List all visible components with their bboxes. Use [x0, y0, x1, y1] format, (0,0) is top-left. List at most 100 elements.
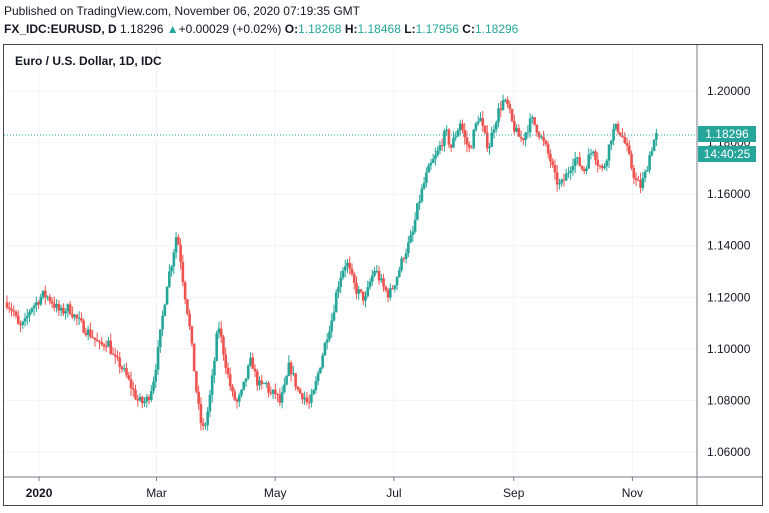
candle-body	[542, 136, 545, 141]
candle-body	[456, 130, 460, 137]
candle-body	[366, 287, 370, 297]
candle-body	[648, 155, 651, 171]
candle-body	[357, 289, 361, 294]
candle-body	[301, 393, 304, 400]
candle-body	[7, 307, 11, 309]
candle-body	[314, 381, 318, 391]
candle-body	[140, 396, 144, 404]
candle-body	[350, 268, 354, 275]
candle-body	[138, 396, 142, 401]
candle-body	[104, 346, 108, 348]
candle-body	[377, 270, 381, 281]
candle-body	[5, 302, 9, 308]
candle-body	[594, 151, 597, 160]
candle-body	[170, 266, 173, 272]
candle-body	[600, 165, 604, 169]
candle-body	[596, 159, 600, 166]
candle-body	[285, 375, 288, 385]
candle-body	[109, 340, 113, 354]
candle-body	[382, 278, 385, 287]
candle-body	[186, 299, 189, 314]
candle-body	[616, 123, 620, 133]
y-tick-label: 1.12000	[707, 290, 751, 304]
candle-body	[560, 179, 563, 184]
candle-body	[639, 180, 642, 188]
change-value: +0.00029 (+0.02%)	[178, 22, 282, 36]
candle-body	[276, 393, 279, 395]
candle-body	[48, 296, 52, 302]
candle-body	[637, 179, 640, 181]
candle-body	[537, 132, 541, 138]
candle-body	[567, 172, 570, 174]
candle-body	[447, 129, 451, 145]
candle-body	[213, 360, 216, 376]
candle-body	[260, 380, 264, 384]
candle-body	[190, 326, 194, 344]
candle-body	[492, 129, 496, 133]
candle-body	[89, 329, 92, 337]
candle-body	[434, 155, 437, 160]
candle-body	[400, 258, 403, 271]
candle-body	[328, 331, 331, 340]
candle-body	[386, 290, 390, 298]
candle-body	[603, 166, 606, 169]
y-tick-label: 1.06000	[707, 445, 751, 459]
candle-body	[283, 384, 286, 393]
candle-body	[422, 182, 426, 189]
candle-body	[413, 219, 417, 232]
candle-body	[86, 329, 90, 336]
candle-body	[46, 296, 49, 298]
candle-body	[343, 266, 347, 271]
candle-body	[242, 381, 246, 390]
candle-body	[118, 357, 122, 367]
candle-body	[497, 108, 500, 123]
change-arrow-icon: ▲	[166, 22, 179, 36]
candle-body	[30, 308, 34, 313]
candle-body	[249, 357, 252, 366]
candle-body	[231, 386, 234, 392]
candle-body	[258, 380, 261, 386]
candle-body	[429, 162, 433, 166]
candle-body	[589, 153, 593, 155]
candle-body	[16, 315, 20, 325]
candle-body	[546, 144, 550, 154]
y-tick-label: 1.08000	[707, 393, 751, 407]
candle-body	[562, 179, 566, 181]
candle-body	[204, 425, 207, 427]
candle-body	[630, 154, 633, 169]
candle-body	[621, 135, 624, 137]
candle-body	[339, 277, 343, 288]
candle-body	[163, 304, 167, 316]
candle-body	[501, 100, 505, 110]
bar-countdown-badge: 14:40:25	[698, 146, 756, 162]
candle-body	[168, 271, 171, 287]
candle-body	[201, 423, 205, 426]
candle-body	[116, 356, 119, 358]
candle-body	[161, 315, 164, 330]
candle-body	[235, 399, 239, 402]
candle-body	[125, 368, 128, 376]
candle-body	[483, 125, 487, 133]
candle-body	[485, 132, 489, 149]
candle-body	[585, 168, 588, 171]
candle-body	[145, 396, 149, 402]
candle-body	[172, 252, 176, 267]
candle-body	[355, 282, 358, 294]
candle-body	[431, 159, 435, 163]
close-value: 1.18296	[474, 22, 519, 36]
candle-body	[39, 296, 43, 305]
candle-body	[535, 124, 539, 133]
candle-body	[107, 340, 110, 347]
candle-body	[341, 270, 345, 278]
y-tick-label: 1.14000	[707, 239, 751, 253]
candle-body	[25, 315, 29, 319]
candle-body	[210, 375, 214, 395]
candle-body	[359, 289, 363, 292]
candle-body	[330, 320, 333, 332]
candle-body	[465, 137, 469, 145]
candle-body	[436, 150, 439, 156]
candle-body	[147, 396, 151, 401]
candle-body	[50, 301, 54, 304]
candle-body	[348, 262, 352, 269]
